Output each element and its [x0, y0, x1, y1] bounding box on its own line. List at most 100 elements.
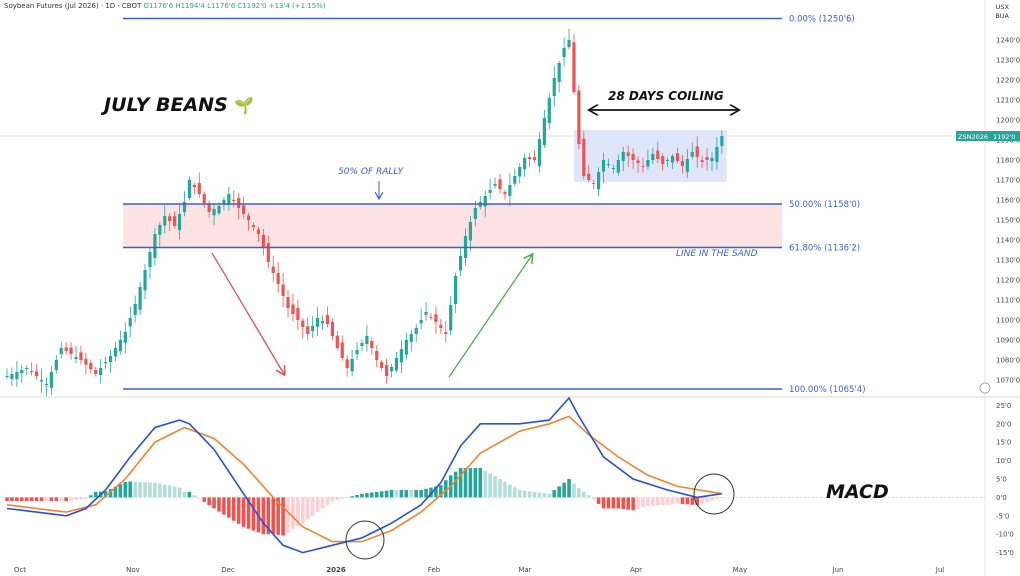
histogram-bar [177, 487, 182, 498]
candle-body [261, 234, 265, 248]
macd-tick-label: 15'0 [996, 439, 1011, 447]
candle-body [458, 256, 463, 271]
candle-body [187, 180, 192, 199]
histogram-bar [133, 481, 137, 498]
histogram-bar [478, 467, 483, 498]
price-tick-label: 1240'0 [996, 37, 1020, 45]
histogram-bar [153, 482, 157, 498]
candle-body [301, 320, 305, 327]
histogram-bar [399, 490, 404, 498]
candle-body [217, 206, 221, 214]
macd-tick-label: 5'0 [996, 476, 1007, 484]
candle-body [296, 308, 300, 320]
candle-body [276, 273, 280, 284]
histogram-bar [710, 497, 714, 501]
candle-body [158, 225, 162, 235]
histogram-bar [646, 497, 650, 506]
price-tick-label: 1140'0 [996, 237, 1020, 245]
histogram-bar [522, 490, 527, 498]
candle-body [592, 183, 596, 185]
time-tick-label: Dec [221, 566, 235, 574]
histogram-bar [335, 497, 340, 500]
histogram-bar [705, 497, 709, 503]
histogram-bar [582, 491, 586, 498]
candle-body [5, 376, 9, 377]
uptrend-arrow [448, 255, 532, 378]
candle-body [291, 304, 295, 314]
sprout-icon: 🌱 [234, 96, 255, 115]
price-tick-label: 1120'0 [996, 277, 1020, 285]
histogram-bar [59, 497, 64, 502]
price-tick-label: 1180'0 [996, 157, 1020, 165]
candle-body [656, 150, 660, 159]
candle-body [651, 154, 655, 161]
candle-body [498, 179, 502, 189]
candle-body [138, 287, 142, 310]
price-tick-label: 1150'0 [996, 217, 1020, 225]
candle-body [473, 208, 477, 220]
time-tick-label: Mar [518, 566, 531, 574]
price-tick-label: 1100'0 [996, 317, 1020, 325]
histogram-bar [276, 497, 280, 535]
time-tick-label: Apr [630, 566, 642, 574]
histogram-bar [370, 492, 374, 498]
histogram-bar [700, 497, 704, 504]
candle-body [385, 365, 389, 376]
macd-histogram [5, 467, 724, 536]
histogram-bar [89, 495, 93, 498]
candle-body [94, 369, 98, 374]
macd-tick-label: -15'0 [996, 549, 1014, 557]
histogram-bar [19, 497, 24, 502]
histogram-bar [286, 497, 290, 533]
crossover-circle-bullish [345, 520, 385, 560]
candle-body [508, 185, 512, 196]
candle-body [360, 343, 364, 347]
histogram-bar [424, 488, 428, 498]
histogram-bar [182, 491, 187, 498]
histogram-bar [389, 490, 394, 498]
histogram-bar [93, 491, 98, 498]
histogram-bar [113, 486, 118, 498]
histogram-bar [517, 490, 522, 498]
histogram-bar [493, 476, 497, 498]
candle-body [542, 118, 546, 145]
candle-body [710, 158, 714, 162]
candle-body [513, 176, 517, 184]
histogram-bar [340, 497, 345, 499]
histogram-bar [463, 467, 468, 498]
histogram-bar [586, 495, 591, 498]
unit-label: BUA [995, 12, 1009, 20]
histogram-bar [162, 484, 167, 498]
histogram-bar [103, 491, 108, 498]
price-tick-label: 1130'0 [996, 257, 1020, 265]
macd-tick-label: -5'0 [996, 512, 1009, 520]
histogram-bar [577, 488, 581, 498]
candle-body [281, 284, 285, 296]
price-tick-label: 1160'0 [996, 197, 1020, 205]
candle-body [251, 225, 256, 227]
price-tick-label: 1080'0 [996, 357, 1020, 365]
histogram-bar [414, 490, 418, 498]
fifty-rally-annotation: 50% OF RALLY [338, 167, 404, 177]
histogram-bar [236, 497, 241, 524]
candle-body [128, 318, 132, 327]
histogram-bar [296, 497, 300, 527]
candle-body [375, 350, 379, 360]
histogram-bar [54, 497, 59, 502]
candle-body [365, 336, 369, 344]
candle-body [242, 205, 246, 214]
candle-body [409, 334, 413, 342]
coiling-annotation: 28 DAYS COILING [608, 89, 724, 103]
histogram-bar [439, 485, 443, 498]
histogram-bar [315, 497, 320, 513]
candle-body [335, 335, 339, 348]
candle-body [389, 367, 394, 372]
candle-body [315, 318, 320, 327]
histogram-bar [212, 497, 216, 509]
fib-zone [123, 204, 782, 248]
histogram-bar [10, 497, 14, 502]
candle-body [286, 297, 290, 308]
price-tick-label: 1070'0 [996, 377, 1020, 385]
price-tick-label: 1210'0 [996, 97, 1020, 105]
